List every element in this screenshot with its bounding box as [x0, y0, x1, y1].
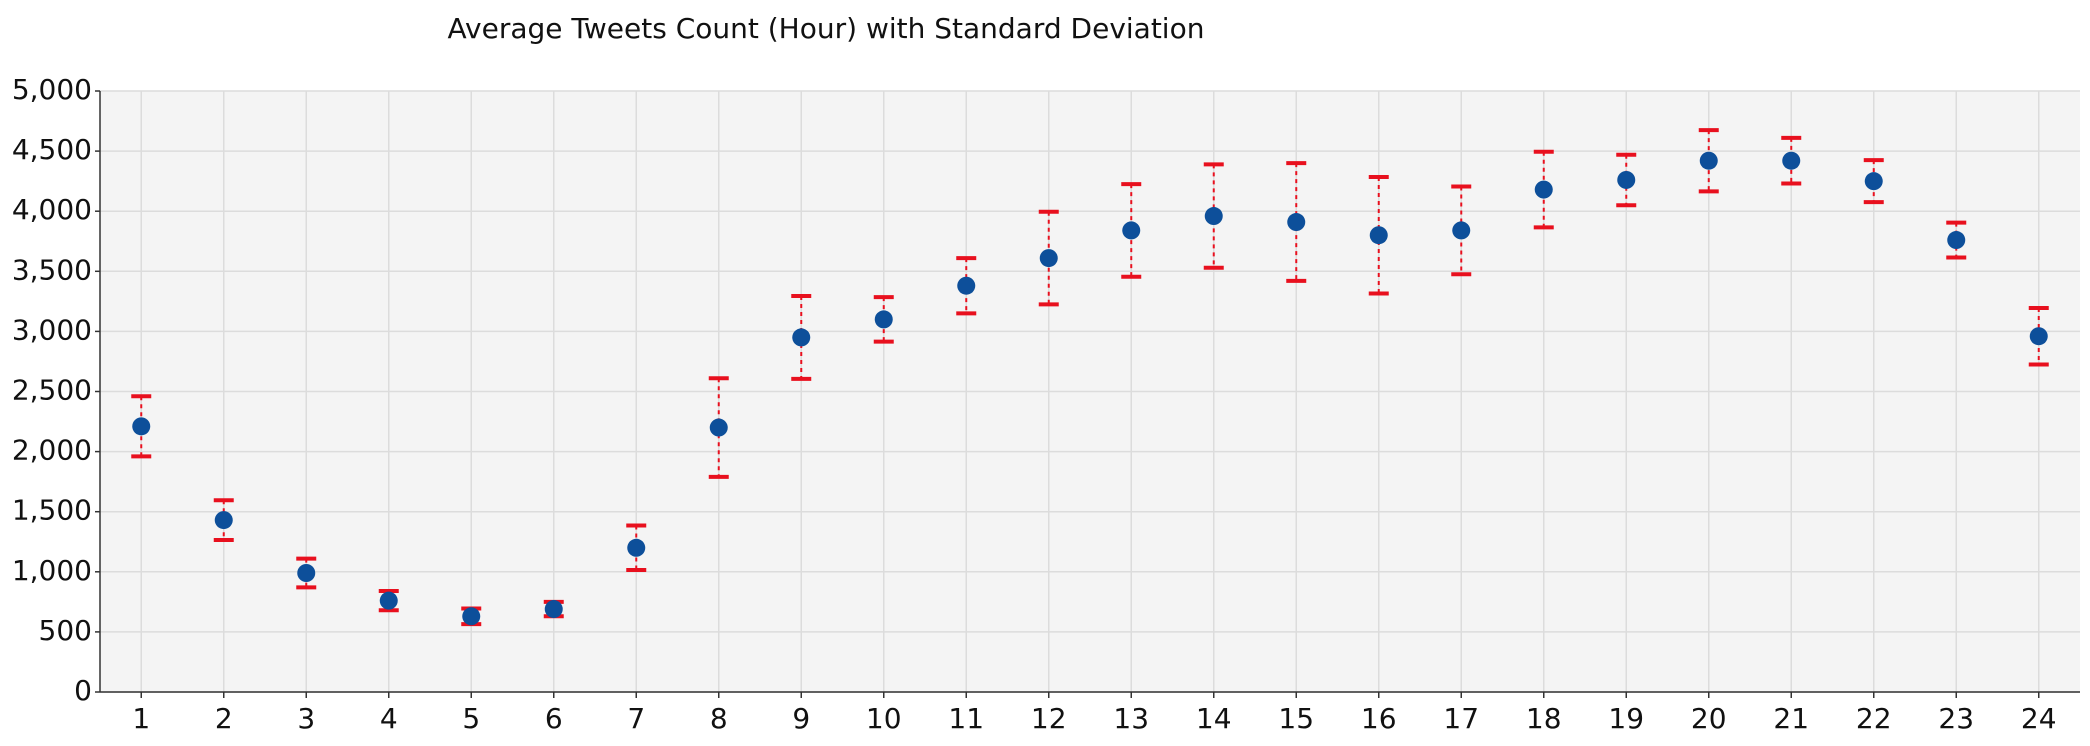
point — [1617, 170, 1636, 189]
x-tick-label: 4 — [380, 702, 398, 735]
point — [1864, 172, 1883, 191]
point — [132, 417, 151, 436]
point — [627, 538, 646, 557]
x-tick-label: 19 — [1608, 702, 1644, 735]
error-bar — [873, 295, 894, 344]
x-tick-label: 11 — [948, 702, 984, 735]
error-bar — [1533, 149, 1554, 230]
point — [1782, 151, 1801, 170]
error-bar — [131, 394, 152, 459]
y-tick-label: 2,500 — [12, 374, 92, 407]
error-bar — [296, 556, 317, 590]
x-tick-label: 13 — [1113, 702, 1149, 735]
point — [1122, 221, 1141, 240]
point — [1947, 231, 1966, 250]
x-tick-label: 22 — [1856, 702, 1892, 735]
point — [544, 600, 563, 619]
x-tick-label: 14 — [1196, 702, 1232, 735]
x-tick-label: 8 — [710, 702, 728, 735]
x-tick-label: 15 — [1278, 702, 1314, 735]
point — [1287, 213, 1306, 232]
point — [957, 276, 976, 295]
x-tick-label: 21 — [1773, 702, 1809, 735]
x-tick-label: 16 — [1361, 702, 1397, 735]
point — [1039, 249, 1058, 268]
x-tick-label: 23 — [1938, 702, 1974, 735]
x-tick-label: 1 — [132, 702, 150, 735]
error-bar — [1121, 182, 1142, 279]
x-tick-label: 17 — [1443, 702, 1479, 735]
y-tick-label: 4,500 — [12, 133, 92, 166]
x-tick-label: 24 — [2021, 702, 2057, 735]
point — [1452, 221, 1471, 240]
x-tick-label: 6 — [545, 702, 563, 735]
point — [297, 564, 316, 583]
x-tick-label: 2 — [215, 702, 233, 735]
y-tick-label: 3,000 — [12, 313, 92, 346]
x-tick-label: 5 — [462, 702, 480, 735]
x-tick-label: 10 — [866, 702, 902, 735]
y-tick-label: 5,000 — [12, 73, 92, 106]
y-tick-label: 3,500 — [12, 253, 92, 286]
error-bar — [2028, 305, 2049, 367]
x-tick-label: 3 — [297, 702, 315, 735]
x-tick-label: 18 — [1526, 702, 1562, 735]
y-tick-label: 1,500 — [12, 494, 92, 527]
y-tick-label: 0 — [74, 674, 92, 707]
y-tick-label: 4,000 — [12, 193, 92, 226]
point — [1369, 226, 1388, 245]
x-tick-label: 7 — [627, 702, 645, 735]
point — [379, 591, 398, 610]
point — [214, 511, 233, 530]
y-tick-label: 2,000 — [12, 434, 92, 467]
error-bar — [1781, 135, 1802, 186]
point — [462, 607, 481, 626]
x-tick-label: 9 — [792, 702, 810, 735]
y-tick-label: 1,000 — [12, 554, 92, 587]
point — [709, 418, 728, 437]
point — [1699, 151, 1718, 170]
point — [1204, 207, 1223, 226]
point — [792, 328, 811, 347]
error-bar — [626, 523, 647, 572]
chart-title: Average Tweets Count (Hour) with Standar… — [448, 12, 1205, 45]
error-bar — [1038, 209, 1059, 307]
x-tick-label: 20 — [1691, 702, 1727, 735]
y-tick-label: 500 — [39, 614, 92, 647]
point — [874, 310, 893, 329]
point — [1534, 180, 1553, 199]
error-bar — [1863, 158, 1884, 205]
error-bar — [1698, 128, 1719, 194]
point — [2029, 327, 2048, 346]
x-tick-label: 12 — [1031, 702, 1067, 735]
